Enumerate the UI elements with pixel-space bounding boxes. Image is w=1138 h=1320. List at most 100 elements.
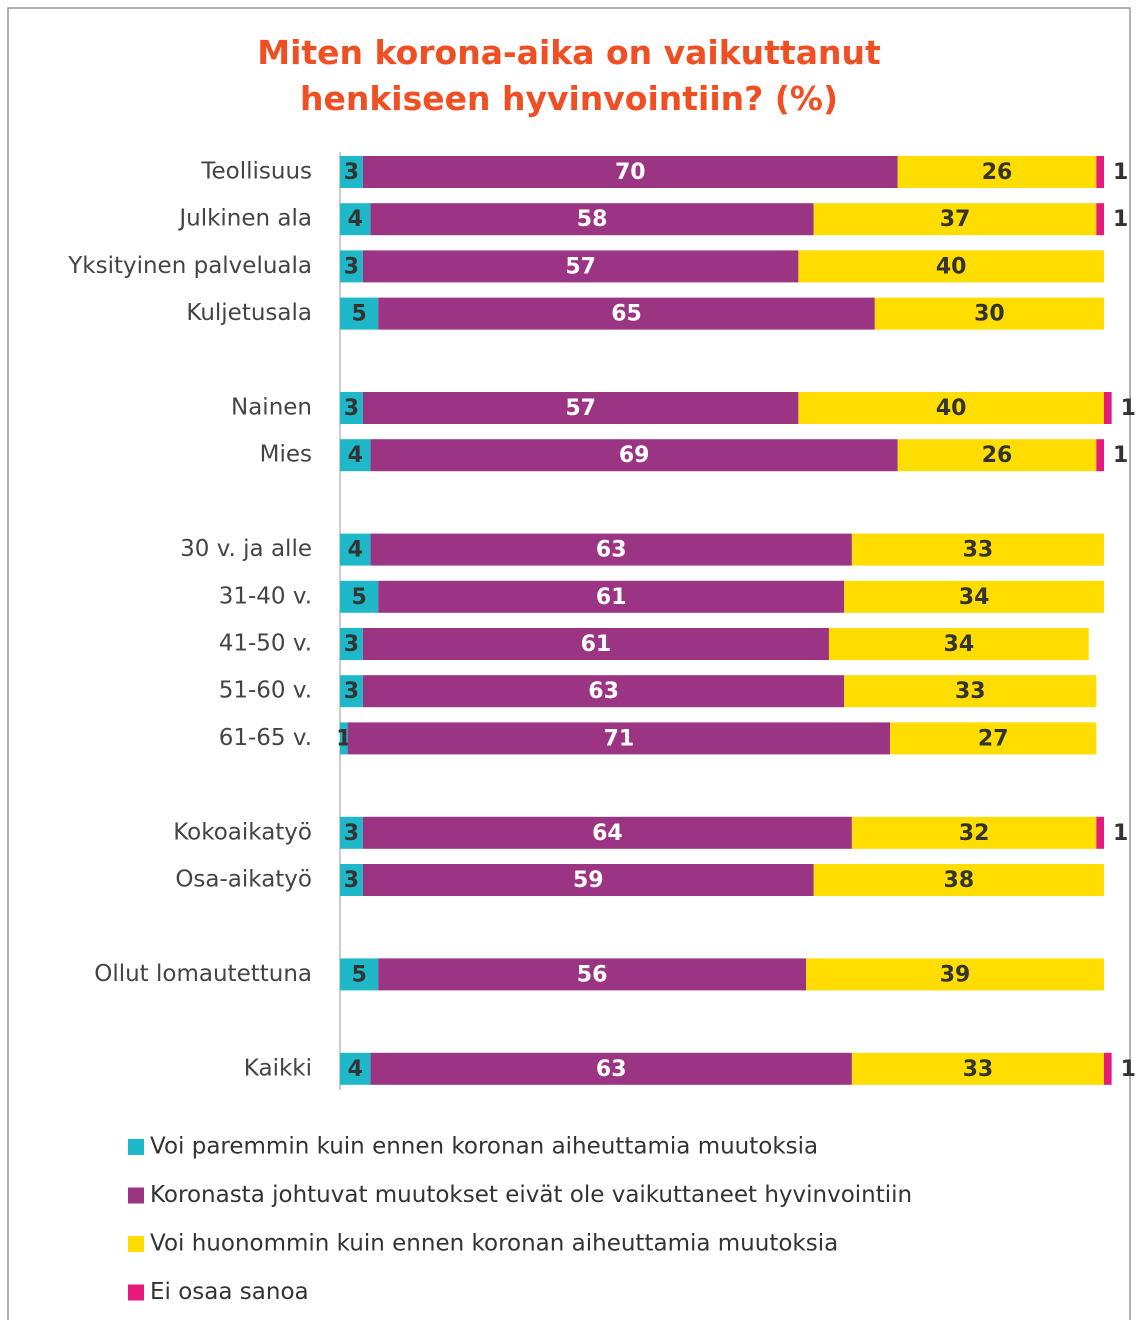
value-label: 40: [936, 396, 967, 421]
chart-title: Miten korona-aika on vaikuttanut henkise…: [257, 33, 881, 118]
bar-segment: [370, 533, 852, 566]
value-label: 5: [351, 302, 366, 327]
bar-segment: [340, 156, 363, 188]
bar-segment: [362, 628, 829, 660]
bar-segment: [813, 864, 1104, 896]
category-label: 51-60 v.: [219, 678, 312, 704]
bar-segment: [340, 533, 371, 566]
value-label: 59: [573, 868, 604, 893]
bar-segment: [828, 628, 1089, 660]
value-label: 1: [1113, 207, 1128, 232]
value-label: 32: [959, 821, 990, 846]
value-label: 38: [944, 868, 975, 893]
value-label: 63: [596, 1057, 627, 1082]
value-label: 63: [596, 538, 627, 563]
value-label: 58: [577, 207, 608, 232]
category-label: Osa-aikatyö: [175, 867, 312, 893]
value-label: 27: [978, 726, 1009, 751]
value-label: 40: [936, 254, 967, 279]
bar-segment: [362, 156, 898, 188]
value-label: 71: [604, 726, 635, 751]
value-label: 3: [344, 632, 359, 657]
category-label: Ollut lomautettuna: [94, 961, 312, 987]
value-label: 4: [348, 443, 363, 468]
value-label: 4: [348, 538, 363, 563]
category-label: Mies: [260, 442, 312, 468]
bar-segment: [1096, 439, 1104, 472]
bar-segment: [890, 722, 1097, 755]
category-label: Kokoaikatyö: [173, 819, 312, 845]
bar-segment: [798, 250, 1104, 283]
frame: [7, 7, 1131, 1320]
category-label: 41-50 v.: [219, 631, 312, 657]
value-label: 4: [348, 207, 363, 232]
bar-segment: [340, 580, 379, 613]
value-label: 33: [963, 1057, 994, 1082]
bar-segment: [340, 1052, 371, 1085]
category-label: Kuljetusala: [186, 300, 312, 326]
value-label: 1: [1113, 821, 1128, 846]
value-label: 34: [959, 585, 990, 610]
legend-swatch: [128, 1187, 144, 1204]
value-label: 64: [592, 821, 623, 846]
value-label: 61: [581, 632, 612, 657]
category-label: 30 v. ja alle: [180, 536, 312, 562]
category-label: Nainen: [231, 395, 312, 421]
legend-swatch: [128, 1236, 144, 1252]
legend-label: Koronasta johtuvat muutokset eivät ole v…: [150, 1182, 912, 1208]
value-label: 61: [596, 585, 627, 610]
bar-segment: [347, 722, 891, 755]
value-label: 3: [344, 821, 359, 846]
bar-segment: [340, 816, 363, 849]
value-label: 63: [588, 679, 619, 704]
value-label: 57: [565, 254, 596, 279]
value-label: 1: [1121, 396, 1136, 421]
legend-label: Voi paremmin kuin ennen koronan aiheutta…: [150, 1134, 818, 1160]
bar-segment: [851, 533, 1104, 566]
value-label: 4: [348, 1057, 363, 1082]
value-label: 3: [344, 396, 359, 421]
bar-segment: [340, 675, 363, 708]
bar-segment: [362, 816, 852, 849]
category-label: Kaikki: [244, 1055, 312, 1081]
value-label: 57: [565, 396, 596, 421]
bar-segment: [370, 439, 898, 472]
value-label: 39: [940, 962, 971, 987]
bar-segment: [340, 628, 363, 660]
bar-segment: [813, 203, 1097, 236]
bar-segment: [340, 203, 371, 236]
value-label: 34: [944, 632, 975, 657]
category-label: 61-65 v.: [219, 725, 312, 751]
value-label: 5: [351, 962, 366, 987]
value-label: 26: [982, 443, 1013, 468]
value-label: 33: [955, 679, 986, 704]
bar-segment: [378, 580, 845, 613]
bar-segment: [340, 864, 363, 896]
bar-segment: [1104, 1052, 1112, 1085]
bar-segment: [340, 392, 363, 424]
bar-segment: [362, 864, 814, 896]
value-label: 69: [619, 443, 650, 468]
bar-segment: [851, 816, 1097, 849]
bar-segment: [844, 580, 1104, 613]
bar-segment: [340, 297, 379, 330]
category-label: Teollisuus: [200, 159, 312, 185]
bar-segment: [1096, 816, 1104, 849]
bar-segment: [340, 722, 348, 755]
category-label: Yksityinen palveluala: [67, 253, 312, 279]
value-label: 5: [351, 585, 366, 610]
bar-segment: [340, 250, 363, 283]
bar-segment: [340, 958, 379, 991]
bar-segment: [1096, 156, 1104, 188]
legend-swatch: [128, 1139, 144, 1155]
value-label: 1: [1121, 1057, 1136, 1082]
bar-segment: [1096, 203, 1104, 236]
bar-segment: [874, 297, 1104, 330]
value-label: 70: [615, 160, 646, 185]
bar-segment: [897, 439, 1097, 472]
legend-label: Ei osaa sanoa: [150, 1279, 309, 1305]
bar-segment: [362, 675, 845, 708]
bar-segment: [370, 203, 814, 236]
category-label: Julkinen ala: [177, 206, 312, 232]
